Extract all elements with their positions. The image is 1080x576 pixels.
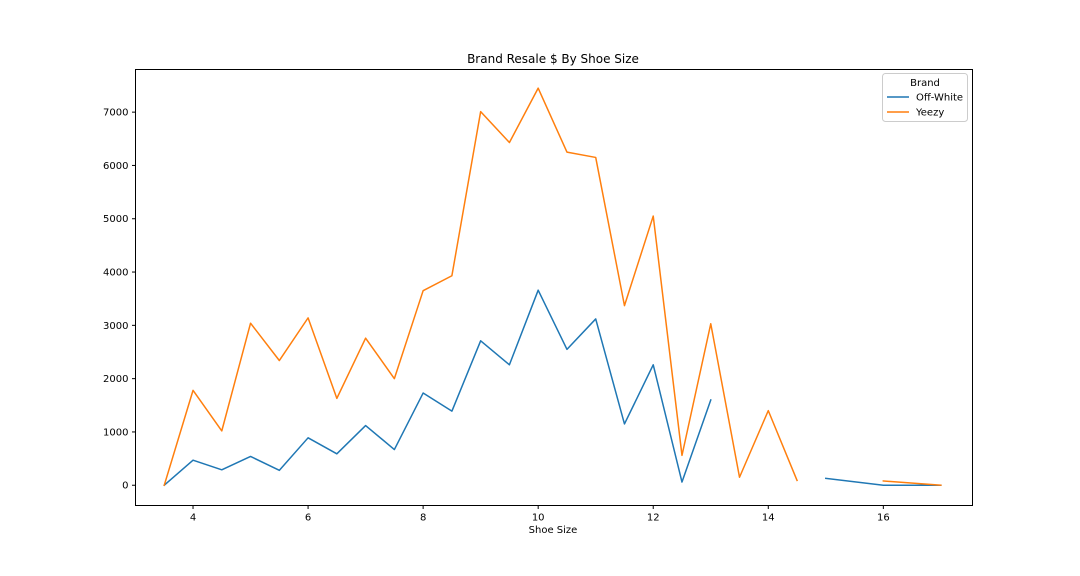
x-tick-label: 12 — [647, 513, 660, 524]
plot-layer — [163, 87, 942, 487]
y-tick-label: 7000 — [103, 108, 128, 119]
chart-title: Brand Resale $ By Shoe Size — [467, 52, 639, 66]
x-tick-label: 14 — [762, 513, 775, 524]
y-tick-label: 1000 — [103, 427, 128, 438]
y-tick-label: 6000 — [103, 161, 128, 172]
plot-frame — [135, 69, 973, 506]
legend-label: Off-White — [916, 93, 963, 104]
y-tick-label: 0 — [122, 481, 128, 492]
legend-title: Brand — [910, 78, 940, 89]
y-tick-label: 2000 — [103, 374, 128, 385]
y-tick-label: 3000 — [103, 321, 128, 332]
y-tick-label: 4000 — [103, 268, 128, 279]
y-tick-label: 5000 — [103, 214, 128, 225]
x-tick-label: 6 — [305, 513, 311, 524]
x-tick-label: 8 — [420, 513, 426, 524]
y-axis: 0 1000 2000 3000 4000 5000 6000 7000 — [103, 108, 136, 492]
x-tick-label: 10 — [532, 513, 545, 524]
x-axis: 4 6 8 10 12 14 16 — [190, 505, 890, 524]
series-line-off-white — [163, 289, 942, 487]
legend-label: Yeezy — [915, 108, 944, 119]
legend-entries: Off-White Yeezy — [887, 93, 963, 119]
x-tick-label: 4 — [190, 513, 196, 524]
series-line-yeezy — [163, 87, 942, 487]
x-axis-title: Shoe Size — [529, 525, 578, 536]
legend: Brand Off-White Yeezy — [882, 73, 968, 122]
x-tick-label: 16 — [877, 513, 890, 524]
legend-box — [882, 73, 968, 122]
